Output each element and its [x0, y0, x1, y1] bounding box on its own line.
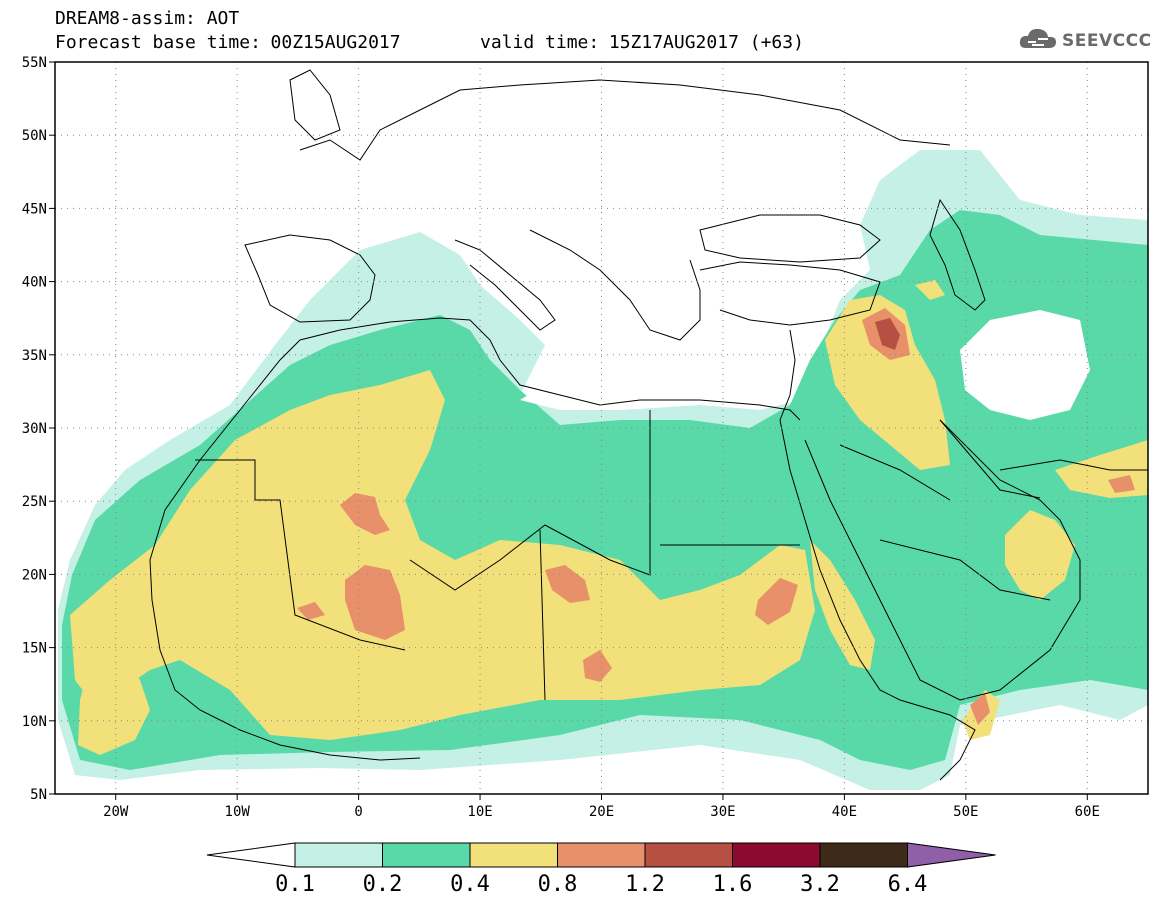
- coast-balkans-greece: [529, 229, 701, 341]
- coast-italy: [454, 239, 556, 331]
- lat-label: 40N: [22, 275, 47, 291]
- gridlines: [55, 62, 1148, 794]
- base-time-label: Forecast base time:: [55, 32, 261, 53]
- colorbar-segment: [819, 842, 908, 868]
- coastlines: [149, 69, 1148, 781]
- aot-band-vhigh-pakistan: [1108, 475, 1135, 493]
- coast-africa-west: [149, 559, 421, 761]
- base-time-value: 00Z15AUG2017: [270, 32, 401, 53]
- coast-caspian: [929, 198, 986, 311]
- seevccc-logo: SEEVCCC: [1018, 28, 1152, 54]
- colorbar-label: 0.8: [538, 872, 578, 897]
- coast-iberia: [244, 234, 376, 323]
- coast-europe-north: [299, 79, 951, 161]
- lon-label: 40E: [832, 804, 857, 820]
- valid-time-label: valid time:: [480, 32, 600, 53]
- colorbar-segment: [294, 842, 383, 868]
- colorbar-label: 1.6: [713, 872, 753, 897]
- longitude-axis: 20W 10W 0 10E 20E 30E 40E 50E 60E: [103, 794, 1100, 820]
- lat-label: 15N: [22, 641, 47, 657]
- aot-band-vhigh-darfur: [583, 650, 612, 682]
- cloud-logo-icon: [1018, 26, 1058, 56]
- aot-clear-iran: [960, 310, 1090, 420]
- aot-band-vhigh-algeria: [340, 493, 390, 535]
- coast-anatolia: [699, 261, 881, 326]
- coast-africa-north: [149, 317, 801, 561]
- lon-label: 10W: [225, 804, 251, 820]
- aot-band-vhigh-chad: [545, 565, 590, 603]
- lon-label: 20E: [589, 804, 614, 820]
- colorbar-segment: [469, 842, 558, 868]
- aot-band-vhigh-sudan: [755, 578, 798, 625]
- lon-label: 30E: [710, 804, 735, 820]
- aot-band-high-oman: [1005, 510, 1075, 600]
- lon-label: 60E: [1075, 804, 1100, 820]
- lon-label: 50E: [953, 804, 978, 820]
- lat-label: 55N: [22, 55, 47, 71]
- coast-britain: [289, 69, 341, 141]
- aot-band-vhigh-mali: [345, 565, 405, 640]
- coast-levant: [779, 329, 796, 421]
- lat-label: 25N: [22, 494, 47, 510]
- aot-band-vhigh-mauritania: [297, 602, 325, 620]
- lon-label: 0: [354, 804, 362, 820]
- forecast-base-time: Forecast base time: 00Z15AUG2017: [55, 33, 401, 53]
- colorbar-segment: [644, 842, 733, 868]
- valid-time: valid time: 15Z17AUG2017 (+63): [480, 33, 804, 53]
- lat-label: 20N: [22, 567, 47, 583]
- aot-band-high-iraq: [825, 295, 950, 470]
- coast-persian-gulf: [939, 419, 1041, 499]
- colorbar-label: 1.2: [625, 872, 665, 897]
- colorbar-label: 3.2: [800, 872, 840, 897]
- aot-band-high-westafrica: [78, 650, 150, 755]
- coast-horn-africa: [899, 699, 976, 781]
- border-arabia: [839, 444, 1051, 601]
- aot-band-high-caspian: [915, 280, 945, 300]
- colorbar-segment: [557, 842, 646, 868]
- valid-time-value: 15Z17AUG2017 (+63): [608, 32, 804, 53]
- colorbar: 0.1 0.2 0.4 0.8 1.2 1.6 3.2 6.4: [206, 842, 996, 897]
- latitude-axis: 55N 50N 45N 40N 35N 30N 25N 20N 15N 10N 5N: [22, 55, 55, 803]
- aot-band-extreme-iraq: [875, 318, 900, 350]
- lat-label: 10N: [22, 714, 47, 730]
- aot-band-vhigh-yemen: [970, 693, 990, 725]
- colorbar-label: 0.1: [275, 872, 315, 897]
- lat-label: 5N: [30, 787, 47, 803]
- colorbar-under-arrow: [206, 842, 296, 868]
- coast-iran-south: [999, 459, 1148, 471]
- colorbar-label: 0.4: [450, 872, 490, 897]
- lat-label: 30N: [22, 421, 47, 437]
- map-title: DREAM8-assim: AOT: [55, 8, 240, 29]
- colorbar-label: 6.4: [888, 872, 928, 897]
- aot-band-high-sahara: [70, 370, 815, 740]
- lon-label: 20W: [103, 804, 129, 820]
- colorbar-over-arrow: [907, 842, 996, 868]
- logo-text: SEEVCCC: [1062, 31, 1152, 51]
- colorbar-segment: [732, 842, 821, 868]
- lat-label: 50N: [22, 128, 47, 144]
- lon-label: 10E: [467, 804, 492, 820]
- aot-band-high-redsea: [810, 540, 875, 670]
- colorbar-label: 0.2: [363, 872, 403, 897]
- lat-label: 45N: [22, 201, 47, 217]
- border-west-africa: [195, 410, 800, 701]
- coast-arabia: [804, 419, 1081, 701]
- colorbar-segment: [382, 842, 471, 868]
- lat-label: 35N: [22, 348, 47, 364]
- coast-redsea: [779, 419, 901, 701]
